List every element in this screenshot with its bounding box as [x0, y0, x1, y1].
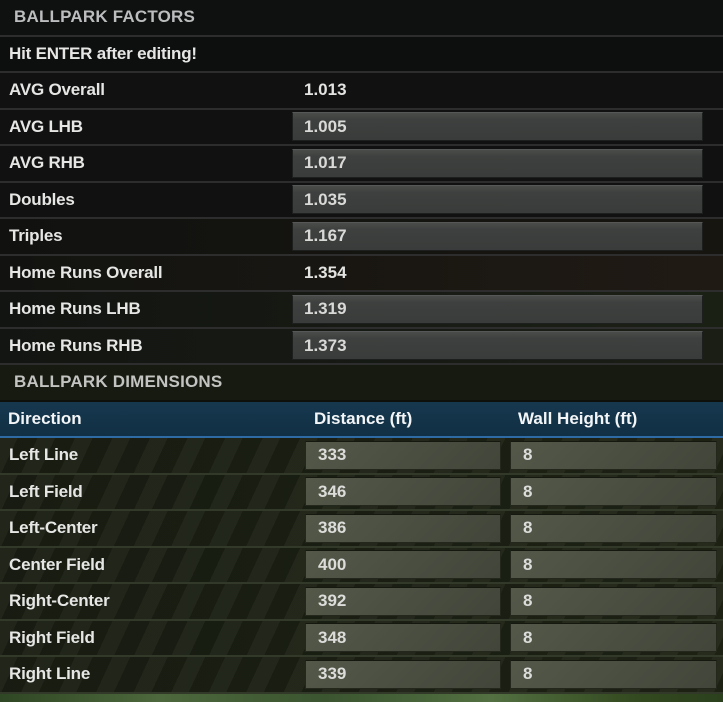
left-line-distance-input[interactable]	[305, 440, 501, 470]
left-center-label: Left-Center	[9, 518, 98, 538]
dimension-row-center-field: Center Field	[0, 547, 723, 584]
dimension-row-left-field: Left Field	[0, 474, 723, 511]
home-runs-overall-label: Home Runs Overall	[9, 262, 163, 282]
avg-overall-label: AVG Overall	[9, 80, 105, 100]
avg-lhb-input[interactable]	[292, 112, 703, 141]
dimension-row-right-line: Right Line	[0, 657, 723, 694]
right-field-wall-height-input[interactable]	[510, 623, 717, 652]
factor-row-home-runs-rhb: Home Runs RHB	[0, 328, 723, 365]
ballpark-factors-header: BALLPARK FACTORS	[0, 0, 723, 37]
ballpark-factors-title: BALLPARK FACTORS	[14, 7, 196, 27]
right-center-label: Right-Center	[9, 591, 110, 611]
factor-row-triples: Triples	[0, 219, 723, 256]
triples-input[interactable]	[292, 221, 703, 251]
column-header-wall-height: Wall Height (ft)	[518, 408, 638, 428]
doubles-label: Doubles	[9, 189, 75, 209]
avg-lhb-label: AVG LHB	[9, 116, 83, 136]
dimension-row-left-line: Left Line	[0, 438, 723, 475]
ballpark-dimensions-header: BALLPARK DIMENSIONS	[0, 365, 723, 402]
avg-rhb-input[interactable]	[292, 148, 703, 178]
dimensions-table-header: Direction Distance (ft) Wall Height (ft)	[0, 401, 723, 438]
left-line-wall-height-input[interactable]	[510, 440, 717, 470]
avg-rhb-label: AVG RHB	[9, 153, 85, 173]
right-line-distance-input[interactable]	[305, 659, 501, 689]
column-header-direction: Direction	[8, 408, 82, 428]
right-center-wall-height-input[interactable]	[510, 586, 717, 616]
home-runs-lhb-label: Home Runs LHB	[9, 299, 141, 319]
doubles-input[interactable]	[292, 185, 703, 214]
home-runs-rhb-input[interactable]	[292, 331, 703, 360]
right-center-distance-input[interactable]	[305, 586, 501, 616]
factor-row-avg-overall: AVG Overall 1.013	[0, 73, 723, 110]
home-runs-overall-value: 1.354	[304, 262, 347, 282]
left-field-distance-input[interactable]	[305, 477, 501, 506]
center-field-distance-input[interactable]	[305, 550, 501, 579]
right-line-label: Right Line	[9, 664, 91, 684]
edit-hint-text: Hit ENTER after editing!	[9, 43, 197, 63]
factor-row-doubles: Doubles	[0, 182, 723, 219]
dimension-row-right-field: Right Field	[0, 620, 723, 657]
field-background-strip	[0, 693, 723, 702]
edit-hint-row: Hit ENTER after editing!	[0, 36, 723, 73]
triples-label: Triples	[9, 226, 63, 246]
center-field-wall-height-input[interactable]	[510, 550, 717, 579]
factor-row-home-runs-lhb: Home Runs LHB	[0, 292, 723, 329]
right-field-distance-input[interactable]	[305, 623, 501, 652]
ballpark-dimensions-title: BALLPARK DIMENSIONS	[14, 372, 223, 392]
left-field-label: Left Field	[9, 481, 83, 501]
left-center-distance-input[interactable]	[305, 513, 501, 543]
left-field-wall-height-input[interactable]	[510, 477, 717, 506]
center-field-label: Center Field	[9, 554, 105, 574]
factor-row-avg-lhb: AVG LHB	[0, 109, 723, 146]
factor-row-home-runs-overall: Home Runs Overall 1.354	[0, 255, 723, 292]
dimension-row-right-center: Right-Center	[0, 584, 723, 621]
home-runs-lhb-input[interactable]	[292, 294, 703, 324]
left-line-label: Left Line	[9, 445, 79, 465]
home-runs-rhb-label: Home Runs RHB	[9, 335, 143, 355]
right-field-label: Right Field	[9, 627, 95, 647]
avg-overall-value: 1.013	[304, 80, 347, 100]
column-header-distance: Distance (ft)	[314, 408, 413, 428]
left-center-wall-height-input[interactable]	[510, 513, 717, 543]
dimension-row-left-center: Left-Center	[0, 511, 723, 548]
right-line-wall-height-input[interactable]	[510, 659, 717, 689]
factor-row-avg-rhb: AVG RHB	[0, 146, 723, 183]
